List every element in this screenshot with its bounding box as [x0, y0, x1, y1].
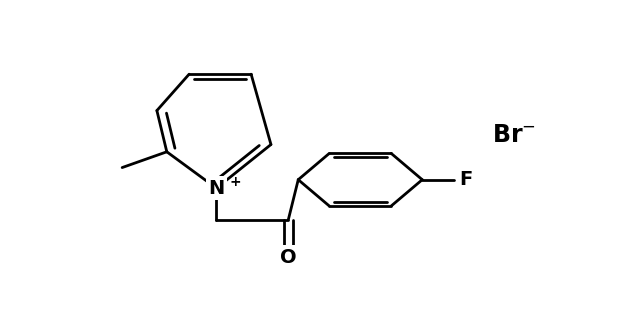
Text: +: +	[229, 175, 241, 189]
Text: N: N	[208, 179, 225, 198]
Text: O: O	[280, 248, 296, 267]
Text: F: F	[459, 170, 472, 189]
Text: Br$^{-}$: Br$^{-}$	[492, 123, 536, 147]
